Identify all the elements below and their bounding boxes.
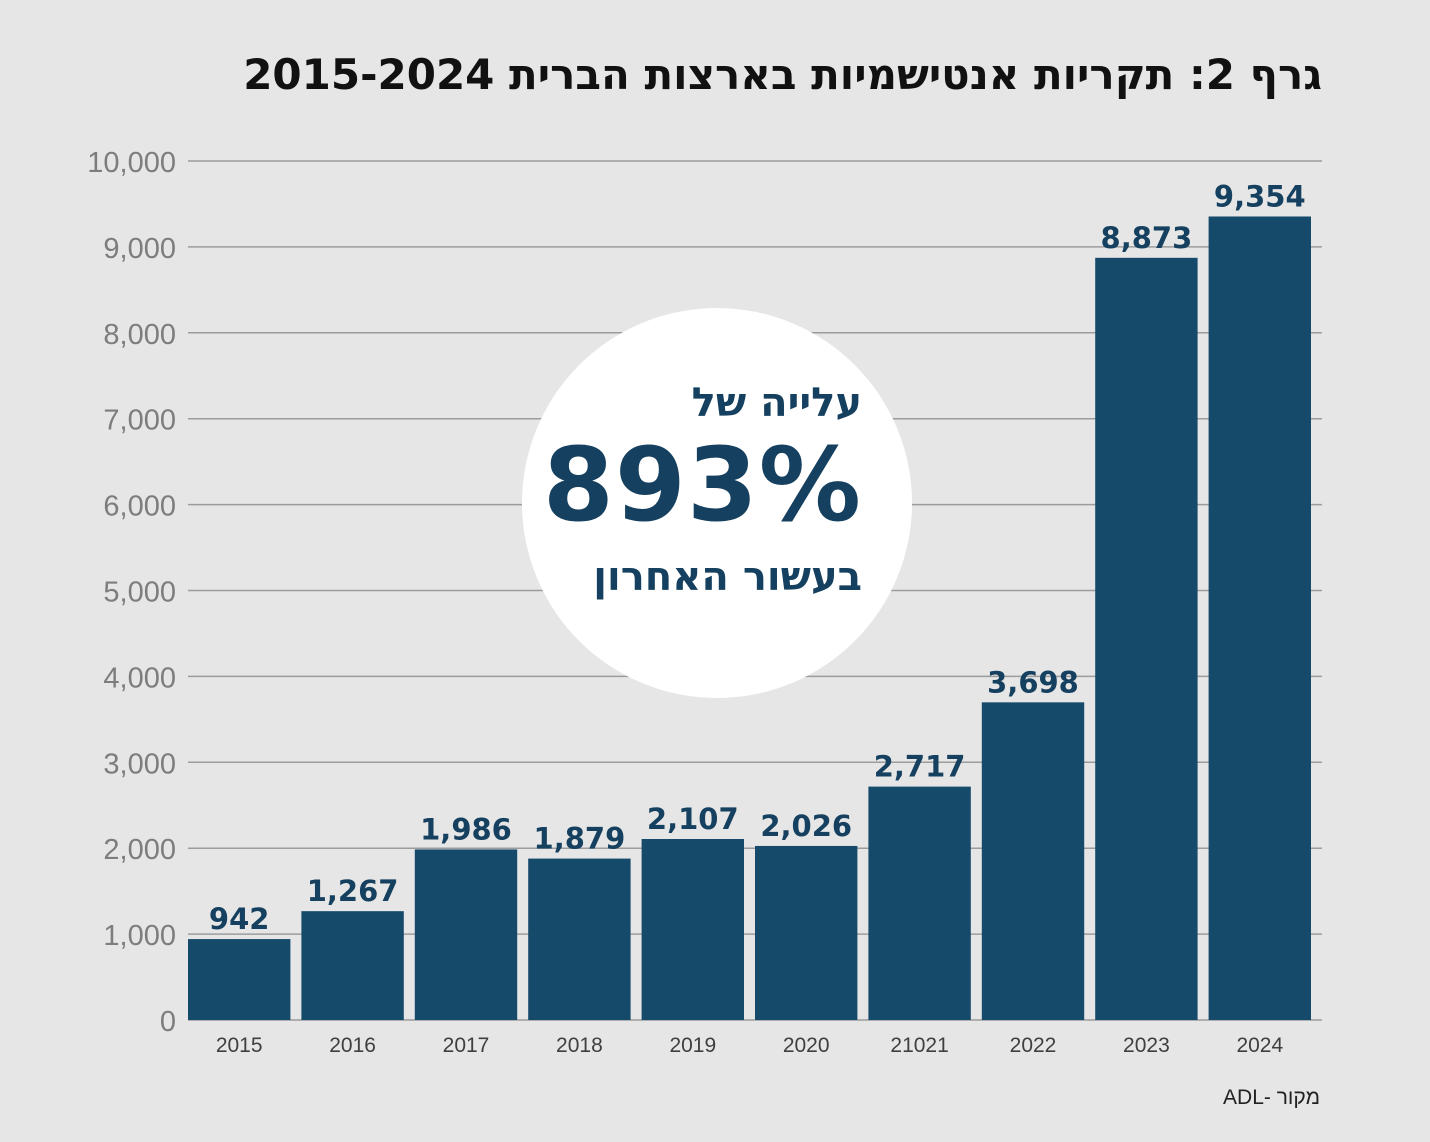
bar — [1095, 257, 1198, 1020]
bar — [301, 911, 404, 1020]
x-tick-label: 2018 — [556, 1034, 603, 1057]
y-axis: 0 1,000 2,000 3,000 4,000 5,000 6,000 7,000 8,00… — [87, 147, 176, 1038]
x-tick-label: 2015 — [216, 1034, 263, 1057]
y-tick-label: 10,000 — [87, 147, 176, 179]
bar — [868, 786, 971, 1020]
callout-line-2: בעשור האחרון — [593, 554, 862, 600]
source-note: מקור -ADL — [1223, 1086, 1320, 1109]
callout-line-1: עלייה של — [691, 380, 862, 426]
x-tick-label: 2017 — [443, 1034, 490, 1057]
x-tick-label: 2024 — [1236, 1034, 1283, 1057]
bar-value-label: 9,354 — [1214, 179, 1306, 213]
bar — [414, 849, 518, 1020]
y-tick-label: 6,000 — [103, 491, 176, 523]
value-labels: 942 1,267 1,986 1,879 2,107 2,026 2,717 3,698 8,… — [209, 179, 1306, 936]
bar — [755, 845, 858, 1020]
bar-value-label: 2,107 — [647, 802, 739, 836]
bar — [981, 702, 1085, 1020]
bar-value-label: 1,267 — [307, 874, 399, 908]
y-tick-label: 1,000 — [103, 920, 176, 952]
y-tick-label: 8,000 — [103, 319, 176, 351]
y-tick-label: 2,000 — [103, 834, 176, 866]
bar — [528, 858, 631, 1020]
x-tick-label: 2023 — [1123, 1034, 1170, 1057]
x-tick-label: 2019 — [669, 1034, 716, 1057]
bar-value-label: 2,717 — [874, 750, 966, 784]
bar-value-label: 8,873 — [1101, 221, 1193, 255]
increase-callout: עלייה של 893% בעשור האחרון — [522, 308, 912, 698]
y-tick-label: 5,000 — [103, 577, 176, 609]
bars — [188, 216, 1311, 1020]
chart-title: גרף 2: תקריות אנטישמיות בארצות הברית 201… — [243, 50, 1322, 99]
bar-value-label: 3,698 — [987, 665, 1079, 699]
bar-value-label: 1,986 — [420, 812, 512, 846]
bar — [188, 939, 291, 1020]
bar — [1208, 216, 1311, 1020]
bar — [641, 839, 744, 1020]
y-tick-label: 3,000 — [103, 748, 176, 780]
y-tick-label: 4,000 — [103, 662, 176, 694]
callout-value: 893% — [542, 426, 862, 545]
x-tick-label: 21021 — [890, 1034, 948, 1057]
bar-value-label: 1,879 — [534, 822, 626, 856]
x-axis: 2015 2016 2017 2018 2019 2020 21021 2022 2023 202… — [216, 1034, 1284, 1057]
x-tick-label: 2020 — [783, 1034, 830, 1057]
bar-value-label: 942 — [209, 902, 270, 936]
bar-value-label: 2,026 — [760, 809, 852, 843]
y-tick-label: 0 — [160, 1006, 176, 1038]
y-tick-label: 9,000 — [103, 233, 176, 265]
x-tick-label: 2016 — [329, 1034, 376, 1057]
x-tick-label: 2022 — [1010, 1034, 1057, 1057]
y-tick-label: 7,000 — [103, 405, 176, 437]
